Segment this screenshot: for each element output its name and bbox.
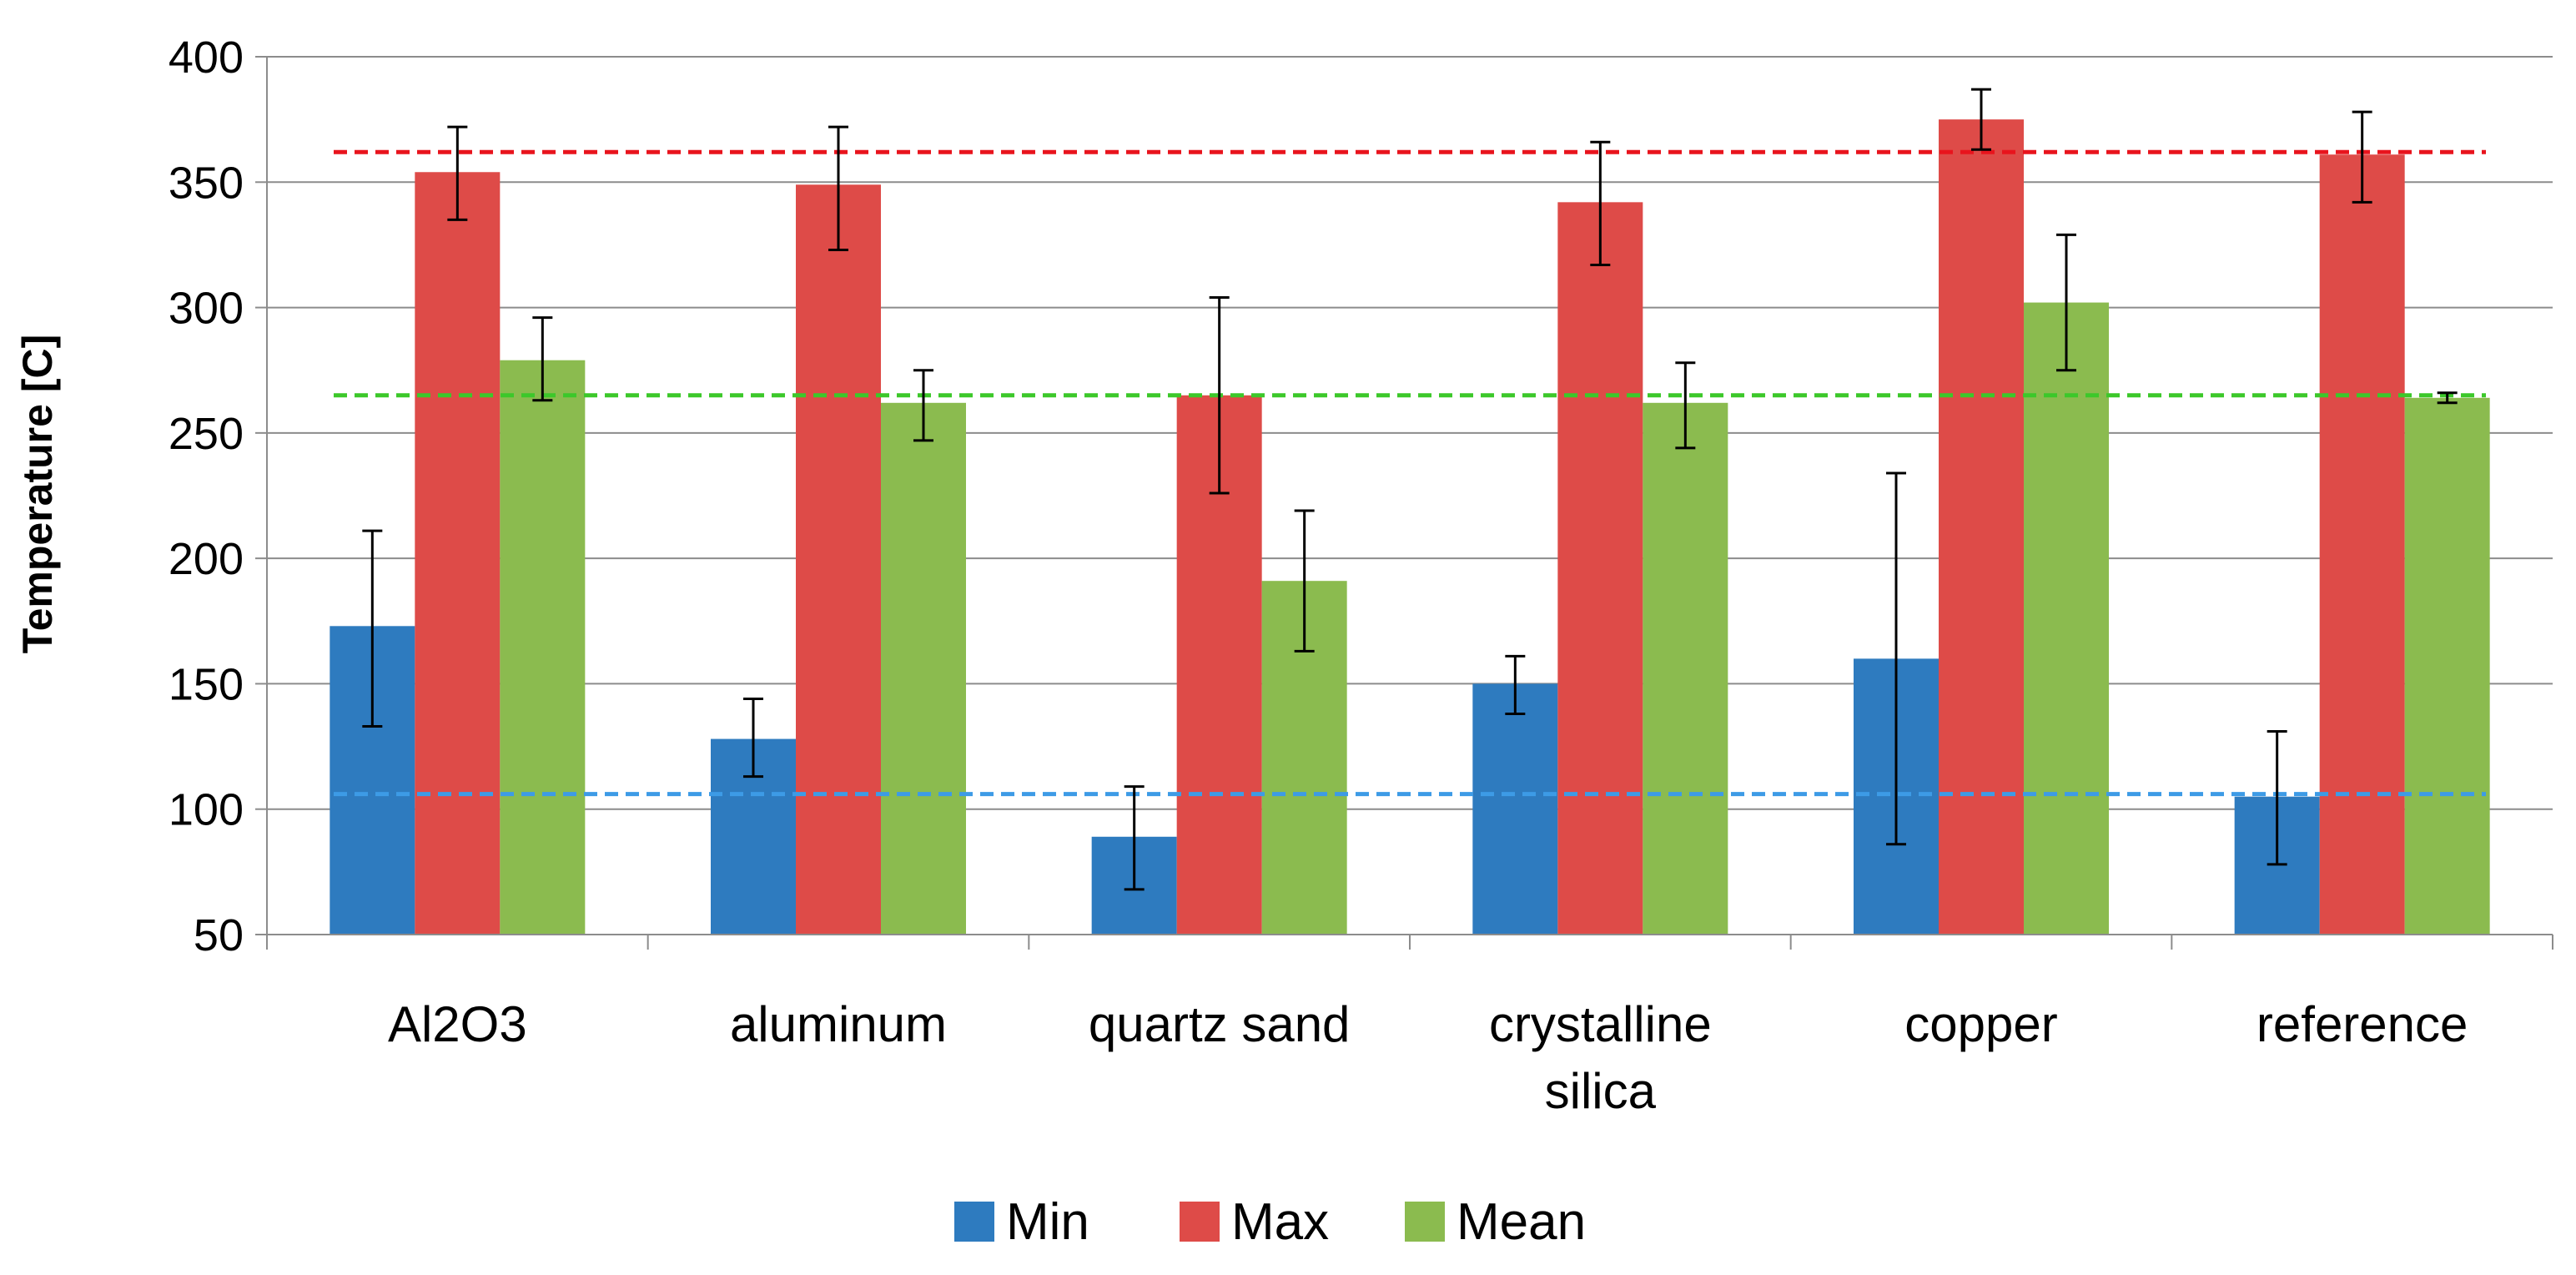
y-tick-label-150: 150: [169, 659, 244, 709]
error-bar-min-4: [1886, 471, 1906, 846]
y-tick-label-400: 400: [169, 33, 244, 83]
error-bar-mean-2: [1294, 509, 1315, 653]
reference-lines: [334, 149, 2486, 797]
legend-label-min: Min: [1006, 1193, 1089, 1251]
bars: [330, 119, 2490, 935]
x-tick-label-0: Al2O3: [388, 996, 527, 1052]
error-bar-max-3: [1590, 140, 1611, 266]
bar-max-5: [2319, 154, 2405, 935]
legend-label-mean: Mean: [1457, 1193, 1586, 1251]
gridlines: [267, 56, 2553, 810]
x-tick-label-3: crystalline silica: [1489, 996, 1712, 1119]
bar-mean-0: [500, 360, 586, 935]
bar-max-0: [415, 172, 501, 935]
legend-swatch-min: [954, 1202, 994, 1242]
bar-min-3: [1472, 683, 1558, 935]
y-tick-label-300: 300: [169, 284, 244, 334]
legend-item-min: Min: [954, 1193, 1089, 1251]
y-tick-label-200: 200: [169, 534, 244, 584]
y-tick-label-250: 250: [169, 409, 244, 459]
bar-mean-4: [2024, 302, 2109, 935]
error-bar-mean-0: [532, 316, 553, 402]
error-bar-min-0: [362, 529, 383, 728]
bar-mean-5: [2404, 397, 2490, 935]
error-bar-min-1: [743, 697, 763, 779]
error-bar-max-0: [447, 125, 468, 221]
error-bar-max-4: [1971, 88, 1991, 151]
bar-max-3: [1557, 202, 1643, 935]
x-tick-label-2: quartz sand: [1089, 996, 1351, 1052]
y-tick-label-100: 100: [169, 785, 244, 835]
bar-mean-1: [881, 402, 966, 935]
legend-swatch-mean: [1405, 1202, 1445, 1242]
error-bar-mean-4: [2056, 233, 2076, 372]
x-tick-label-4: copper: [1904, 996, 2057, 1052]
error-bar-min-2: [1124, 785, 1145, 891]
error-bar-max-5: [2352, 110, 2372, 204]
error-bar-mean-3: [1675, 361, 1696, 450]
y-tick-label-350: 350: [169, 158, 244, 208]
legend-swatch-max: [1180, 1202, 1220, 1242]
axes: [255, 56, 2553, 950]
error-bar-max-2: [1209, 296, 1230, 495]
bar-max-1: [796, 184, 881, 935]
y-tick-label-50: 50: [194, 910, 244, 960]
error-bars: [362, 88, 2458, 891]
error-bar-mean-1: [913, 369, 933, 442]
error-bar-min-5: [2267, 730, 2287, 866]
error-bar-mean-5: [2437, 391, 2458, 405]
error-bar-min-3: [1505, 654, 1526, 715]
bar-max-4: [1939, 119, 2024, 935]
x-tick-label-5: reference: [2257, 996, 2468, 1052]
tick-labels: 50 100 150 200 250 300 350 400 Al2O3 aluminum quar…: [169, 33, 2468, 1119]
legend-label-max: Max: [1231, 1193, 1329, 1251]
y-axis-label: Temperature [C]: [14, 335, 61, 653]
bar-mean-3: [1643, 402, 1728, 935]
legend: Min Max Mean: [954, 1193, 1586, 1251]
x-tick-label-1: aluminum: [730, 996, 947, 1052]
legend-item-max: Max: [1180, 1193, 1329, 1251]
legend-item-mean: Mean: [1405, 1193, 1586, 1251]
error-bar-max-1: [828, 125, 848, 251]
